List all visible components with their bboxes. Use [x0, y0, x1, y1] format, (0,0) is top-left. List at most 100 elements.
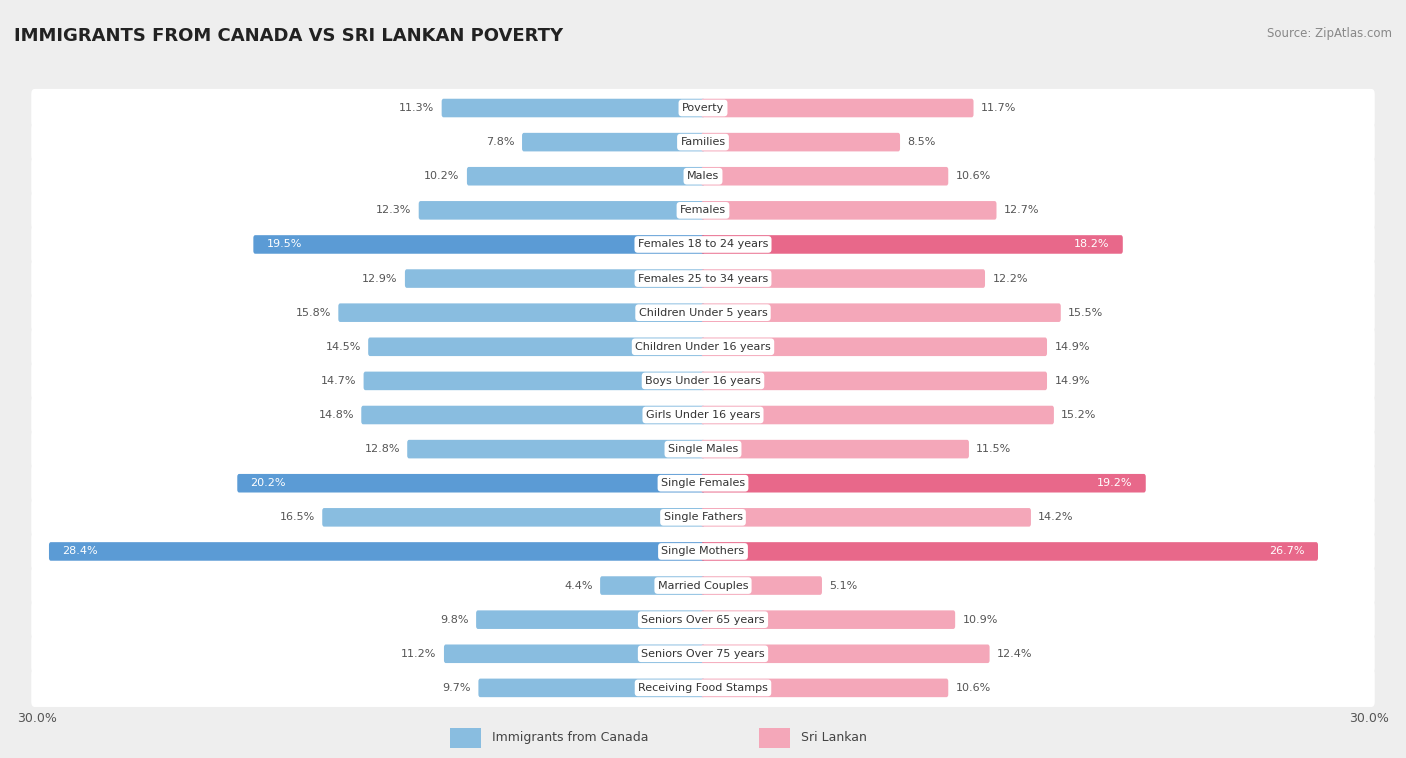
- Text: 12.4%: 12.4%: [997, 649, 1032, 659]
- FancyBboxPatch shape: [361, 406, 704, 424]
- Text: Seniors Over 75 years: Seniors Over 75 years: [641, 649, 765, 659]
- Text: IMMIGRANTS FROM CANADA VS SRI LANKAN POVERTY: IMMIGRANTS FROM CANADA VS SRI LANKAN POV…: [14, 27, 564, 45]
- Text: 19.2%: 19.2%: [1097, 478, 1132, 488]
- Text: 28.4%: 28.4%: [62, 547, 98, 556]
- Text: Children Under 5 years: Children Under 5 years: [638, 308, 768, 318]
- Text: 14.2%: 14.2%: [1038, 512, 1074, 522]
- Text: 10.6%: 10.6%: [956, 171, 991, 181]
- FancyBboxPatch shape: [339, 303, 704, 322]
- FancyBboxPatch shape: [405, 269, 704, 288]
- Text: 8.5%: 8.5%: [907, 137, 936, 147]
- FancyBboxPatch shape: [702, 303, 1060, 322]
- FancyBboxPatch shape: [31, 259, 1375, 298]
- FancyBboxPatch shape: [450, 728, 481, 748]
- Text: 4.4%: 4.4%: [564, 581, 593, 590]
- FancyBboxPatch shape: [467, 167, 704, 186]
- FancyBboxPatch shape: [31, 396, 1375, 434]
- Text: Females 25 to 34 years: Females 25 to 34 years: [638, 274, 768, 283]
- Text: 14.5%: 14.5%: [325, 342, 361, 352]
- FancyBboxPatch shape: [31, 498, 1375, 537]
- FancyBboxPatch shape: [702, 269, 986, 288]
- Text: Boys Under 16 years: Boys Under 16 years: [645, 376, 761, 386]
- Text: 14.9%: 14.9%: [1054, 342, 1090, 352]
- FancyBboxPatch shape: [31, 566, 1375, 605]
- Text: 11.5%: 11.5%: [976, 444, 1011, 454]
- FancyBboxPatch shape: [702, 235, 1123, 254]
- Text: 30.0%: 30.0%: [1350, 712, 1389, 725]
- Text: 12.8%: 12.8%: [364, 444, 399, 454]
- Text: Source: ZipAtlas.com: Source: ZipAtlas.com: [1267, 27, 1392, 39]
- FancyBboxPatch shape: [31, 600, 1375, 639]
- FancyBboxPatch shape: [31, 89, 1375, 127]
- FancyBboxPatch shape: [31, 669, 1375, 707]
- Text: Immigrants from Canada: Immigrants from Canada: [492, 731, 648, 744]
- Text: 20.2%: 20.2%: [250, 478, 285, 488]
- Text: 5.1%: 5.1%: [830, 581, 858, 590]
- FancyBboxPatch shape: [522, 133, 704, 152]
- FancyBboxPatch shape: [31, 225, 1375, 264]
- FancyBboxPatch shape: [49, 542, 704, 561]
- FancyBboxPatch shape: [444, 644, 704, 663]
- FancyBboxPatch shape: [419, 201, 704, 220]
- Text: 9.7%: 9.7%: [443, 683, 471, 693]
- Text: Females: Females: [681, 205, 725, 215]
- FancyBboxPatch shape: [702, 678, 948, 697]
- Text: Single Males: Single Males: [668, 444, 738, 454]
- FancyBboxPatch shape: [478, 678, 704, 697]
- FancyBboxPatch shape: [702, 201, 997, 220]
- Text: Single Mothers: Single Mothers: [661, 547, 745, 556]
- FancyBboxPatch shape: [702, 576, 823, 595]
- FancyBboxPatch shape: [31, 293, 1375, 332]
- FancyBboxPatch shape: [31, 157, 1375, 196]
- Text: 11.7%: 11.7%: [981, 103, 1017, 113]
- Text: 14.8%: 14.8%: [318, 410, 354, 420]
- Text: 12.9%: 12.9%: [363, 274, 398, 283]
- FancyBboxPatch shape: [702, 644, 990, 663]
- FancyBboxPatch shape: [702, 610, 955, 629]
- FancyBboxPatch shape: [702, 542, 1317, 561]
- FancyBboxPatch shape: [368, 337, 704, 356]
- FancyBboxPatch shape: [702, 99, 973, 117]
- FancyBboxPatch shape: [702, 337, 1047, 356]
- Text: Girls Under 16 years: Girls Under 16 years: [645, 410, 761, 420]
- Text: 30.0%: 30.0%: [17, 712, 56, 725]
- FancyBboxPatch shape: [702, 406, 1054, 424]
- Text: 15.2%: 15.2%: [1062, 410, 1097, 420]
- FancyBboxPatch shape: [702, 133, 900, 152]
- Text: 11.3%: 11.3%: [399, 103, 434, 113]
- FancyBboxPatch shape: [31, 327, 1375, 366]
- Text: Single Females: Single Females: [661, 478, 745, 488]
- Text: Poverty: Poverty: [682, 103, 724, 113]
- Text: 10.9%: 10.9%: [963, 615, 998, 625]
- Text: 10.2%: 10.2%: [425, 171, 460, 181]
- Text: Single Fathers: Single Fathers: [664, 512, 742, 522]
- FancyBboxPatch shape: [31, 634, 1375, 673]
- Text: 10.6%: 10.6%: [956, 683, 991, 693]
- FancyBboxPatch shape: [238, 474, 704, 493]
- FancyBboxPatch shape: [31, 191, 1375, 230]
- Text: 18.2%: 18.2%: [1074, 240, 1109, 249]
- FancyBboxPatch shape: [702, 440, 969, 459]
- Text: Families: Families: [681, 137, 725, 147]
- Text: 11.2%: 11.2%: [401, 649, 437, 659]
- Text: 9.8%: 9.8%: [440, 615, 468, 625]
- Text: Males: Males: [688, 171, 718, 181]
- FancyBboxPatch shape: [31, 464, 1375, 503]
- Text: 12.2%: 12.2%: [993, 274, 1028, 283]
- Text: 19.5%: 19.5%: [267, 240, 302, 249]
- FancyBboxPatch shape: [408, 440, 704, 459]
- Text: 15.8%: 15.8%: [295, 308, 330, 318]
- Text: 14.7%: 14.7%: [321, 376, 356, 386]
- Text: Seniors Over 65 years: Seniors Over 65 years: [641, 615, 765, 625]
- Text: 12.7%: 12.7%: [1004, 205, 1039, 215]
- Text: 15.5%: 15.5%: [1069, 308, 1104, 318]
- FancyBboxPatch shape: [31, 430, 1375, 468]
- Text: 16.5%: 16.5%: [280, 512, 315, 522]
- FancyBboxPatch shape: [31, 362, 1375, 400]
- FancyBboxPatch shape: [364, 371, 704, 390]
- FancyBboxPatch shape: [31, 532, 1375, 571]
- FancyBboxPatch shape: [322, 508, 704, 527]
- FancyBboxPatch shape: [441, 99, 704, 117]
- FancyBboxPatch shape: [702, 474, 1146, 493]
- FancyBboxPatch shape: [759, 728, 790, 748]
